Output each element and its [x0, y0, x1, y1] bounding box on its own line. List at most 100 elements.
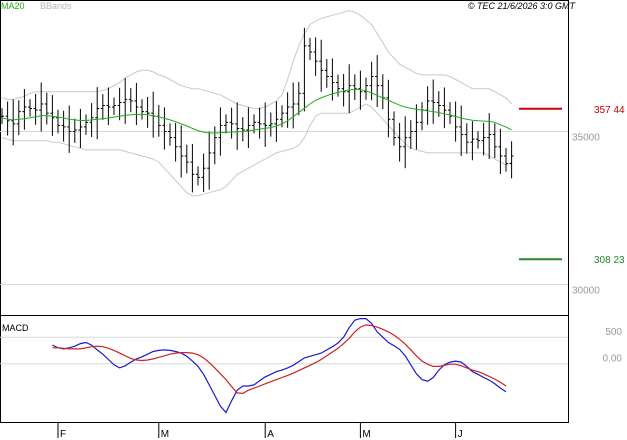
ohlc-bar: [498, 128, 503, 175]
ohlc-bar: [173, 122, 178, 162]
macd-gridlines: [0, 336, 568, 365]
x-tick-label: A: [267, 429, 274, 440]
ohlc-bar: [504, 148, 508, 172]
price-y-axis: 35000 30000: [572, 133, 600, 297]
ohlc-bar: [229, 107, 234, 139]
ohlc-bar: [196, 166, 200, 186]
ohlc-bar: [246, 107, 251, 149]
ohlc-bar: [207, 131, 212, 190]
ohlc-bar: [162, 107, 167, 150]
bb-upper-line: [1, 10, 512, 110]
ohlc-bar: [33, 93, 38, 125]
price-panel-frame: [0, 0, 569, 316]
ohlc-bar: [50, 95, 55, 136]
ohlc-bar: [324, 59, 329, 88]
ma20-line: [1, 88, 512, 134]
macd-y-tick-label: 500: [605, 327, 622, 338]
ohlc-bar: [352, 74, 357, 101]
signal-line: [52, 324, 507, 395]
ohlc-bar: [464, 123, 469, 154]
ohlc-bar: [509, 141, 514, 179]
ohlc-bar: [341, 74, 346, 107]
ohlc-bar: [44, 92, 49, 125]
ohlc-bars: [0, 27, 514, 193]
macd-y-axis: 500 0.00: [603, 327, 623, 365]
ohlc-bar: [285, 92, 290, 128]
ohlc-bar: [140, 99, 144, 120]
ohlc-bar: [386, 79, 391, 138]
ohlc-bar: [296, 81, 301, 116]
ohlc-bar: [39, 82, 44, 132]
ohlc-bar: [123, 77, 128, 124]
ohlc-bar: [459, 105, 464, 156]
ohlc-bar: [224, 114, 228, 134]
macd-y-tick-label: 0.00: [603, 354, 623, 365]
ohlc-bar: [308, 37, 312, 60]
ohlc-bar: [369, 61, 374, 101]
price-levels: 357 44 308 23: [519, 105, 625, 266]
ohlc-bar: [190, 144, 195, 193]
ohlc-bar: [168, 123, 172, 146]
ohlc-bar: [11, 99, 16, 146]
ohlc-bar: [84, 114, 88, 135]
ohlc-bar: [291, 82, 296, 129]
ohlc-bar: [448, 102, 452, 125]
source-credit: © TEC 21/6/2026 3:0 GMT: [468, 1, 577, 11]
ohlc-bar: [5, 101, 10, 136]
ohlc-bar: [487, 113, 492, 160]
price-y-tick-label: 35000: [572, 133, 600, 144]
ohlc-bar: [470, 121, 475, 161]
x-tick-label: M: [161, 429, 169, 440]
ohlc-bar: [72, 118, 77, 143]
support-label: 308 23: [594, 255, 625, 266]
bollinger-bands: [1, 10, 512, 197]
ohlc-bar: [100, 94, 105, 120]
ohlc-bar: [336, 74, 340, 97]
ohlc-bar: [257, 107, 262, 139]
ohlc-bar: [56, 109, 60, 134]
ohlc-bar: [274, 101, 279, 142]
ma-legend-label: MA20: [1, 1, 25, 11]
price-gridlines: [0, 131, 568, 285]
ohlc-bar: [128, 88, 133, 113]
ohlc-bar: [476, 131, 480, 149]
ohlc-bar: [201, 153, 206, 193]
ohlc-bar: [397, 122, 402, 162]
ohlc-bar: [392, 111, 396, 146]
ohlc-bar: [358, 70, 363, 110]
macd-lines: [52, 318, 507, 414]
ohlc-bar: [67, 105, 72, 153]
ohlc-bar: [481, 122, 486, 156]
ohlc-bar: [16, 100, 21, 136]
ohlc-bar: [112, 97, 116, 115]
resistance-label: 357 44: [594, 105, 625, 116]
ohlc-bar: [375, 55, 380, 108]
ohlc-bar: [134, 82, 139, 126]
ohlc-bar: [263, 102, 268, 147]
bb-legend-label: BBands: [40, 1, 72, 11]
ohlc-bar: [302, 27, 307, 112]
ohlc-bar: [28, 99, 32, 117]
ohlc-bar: [106, 87, 111, 126]
ohlc-bar: [492, 123, 497, 159]
ohlc-bar: [313, 37, 318, 76]
ohlc-bar: [0, 108, 4, 125]
x-tick-label: F: [60, 429, 66, 440]
ohlc-bar: [431, 79, 436, 124]
ohlc-bar: [414, 104, 419, 150]
moving-average: [1, 88, 512, 134]
macd-line: [52, 318, 507, 414]
ohlc-bar: [240, 117, 245, 142]
x-tick-label: J: [458, 429, 463, 440]
ohlc-bar: [347, 64, 352, 114]
ohlc-bar: [268, 112, 273, 137]
ohlc-bar: [218, 107, 223, 156]
bb-lower-line: [1, 103, 512, 197]
ohlc-bar: [95, 87, 100, 140]
ohlc-bar: [408, 120, 413, 149]
x-tick-label: M: [362, 429, 370, 440]
price-y-tick-label: 30000: [572, 285, 600, 296]
macd-title: MACD: [2, 323, 29, 333]
